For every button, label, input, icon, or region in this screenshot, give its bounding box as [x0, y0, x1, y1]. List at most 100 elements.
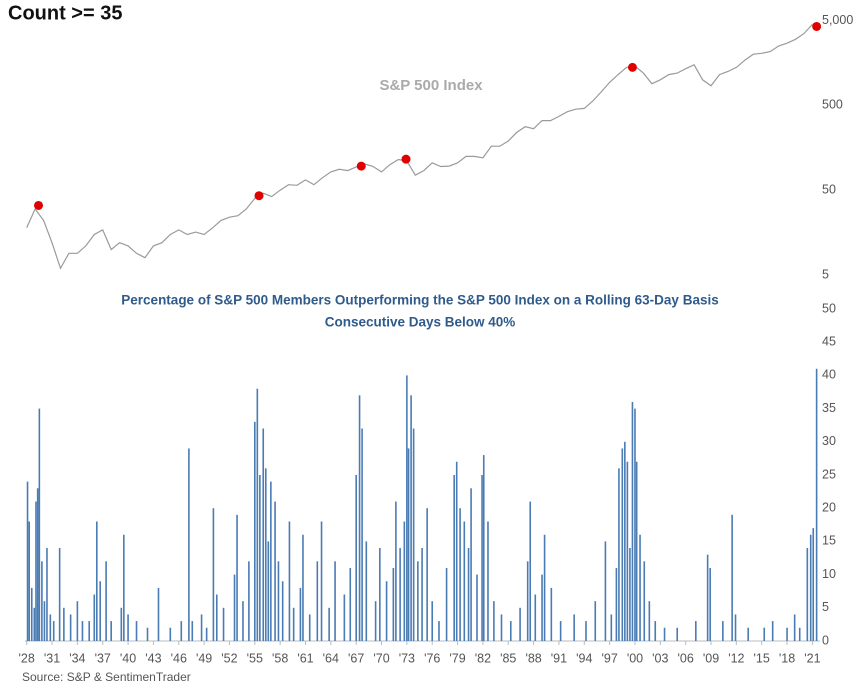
bar	[30, 587, 33, 641]
bar	[308, 614, 311, 641]
bar	[747, 627, 749, 641]
series-annotation: S&P 500 Index	[379, 77, 483, 94]
bar	[63, 607, 65, 641]
bar	[543, 534, 546, 641]
x-tick-label: '28	[19, 651, 35, 665]
bar	[334, 561, 336, 641]
bar	[734, 614, 737, 641]
bar	[264, 468, 267, 641]
bar	[96, 521, 98, 641]
bar	[93, 594, 96, 641]
x-tick-label: '40	[120, 651, 136, 665]
bar	[519, 607, 521, 641]
highlight-dot	[34, 200, 44, 210]
bar	[267, 541, 270, 641]
y-tick-label: 5	[822, 600, 829, 614]
bar	[205, 627, 208, 641]
x-tick-label: '15	[754, 651, 770, 665]
bar	[236, 514, 238, 641]
chart-title: Percentage of S&P 500 Members Outperform…	[121, 293, 718, 308]
bar	[412, 428, 415, 641]
bar	[120, 607, 123, 641]
bar	[467, 548, 470, 641]
y-tick-label: 45	[822, 334, 836, 348]
bar	[585, 621, 587, 641]
bar	[793, 614, 796, 641]
bar	[46, 548, 48, 641]
x-tick-label: '79	[449, 651, 465, 665]
bar	[676, 627, 679, 641]
x-tick-label: '58	[272, 651, 288, 665]
bar	[36, 488, 39, 641]
bar	[33, 607, 36, 641]
bar	[709, 567, 711, 641]
bar	[58, 548, 61, 641]
bar	[385, 581, 388, 641]
bar	[470, 488, 472, 641]
x-tick-label: '88	[525, 651, 541, 665]
y-tick-label: 5	[822, 267, 829, 281]
bar	[635, 461, 638, 641]
bar	[463, 521, 466, 641]
bar	[365, 541, 368, 641]
bar	[26, 481, 29, 641]
bar	[615, 567, 618, 641]
chart-subtitle: Consecutive Days Below 40%	[325, 315, 516, 330]
bar	[49, 614, 52, 641]
bar	[69, 614, 72, 641]
bar	[573, 614, 575, 641]
y-tick-label: 0	[822, 633, 829, 647]
bar	[88, 621, 91, 641]
bar	[38, 408, 41, 641]
bar	[256, 388, 259, 641]
x-tick-label: '03	[652, 651, 668, 665]
bar	[509, 621, 512, 641]
highlight-dot	[254, 191, 264, 201]
bar	[438, 621, 440, 641]
bar	[639, 534, 641, 641]
bar	[541, 574, 543, 641]
x-tick-label: '67	[348, 651, 364, 665]
bar	[299, 587, 302, 641]
bar	[771, 621, 774, 641]
bar	[534, 594, 537, 641]
bar	[426, 508, 428, 641]
bar	[358, 395, 361, 641]
bar	[626, 461, 629, 641]
bar	[262, 428, 265, 641]
bar	[374, 601, 377, 641]
y-tick-label: 20	[822, 500, 836, 514]
bar	[399, 548, 401, 641]
bar	[763, 627, 766, 641]
y-tick-label: 25	[822, 467, 836, 481]
y-tick-label: 5,000	[822, 13, 853, 27]
x-tick-label: '85	[500, 651, 516, 665]
bar	[815, 368, 818, 641]
x-tick-label: '76	[424, 651, 440, 665]
index-line	[26, 23, 813, 270]
bar	[212, 508, 215, 641]
bar	[320, 521, 323, 641]
bar	[431, 601, 434, 641]
x-tick-label: '82	[475, 651, 491, 665]
bar	[157, 587, 160, 641]
bar	[806, 548, 809, 641]
bar	[379, 548, 381, 641]
bar	[481, 475, 483, 641]
bar	[731, 514, 733, 641]
x-tick-label: '61	[297, 651, 313, 665]
bar	[594, 601, 597, 641]
bar	[180, 621, 183, 641]
x-tick-label: '43	[145, 651, 161, 665]
x-tick-label: '94	[576, 651, 592, 665]
x-tick-label: '91	[551, 651, 567, 665]
bar	[445, 567, 448, 641]
bar	[604, 541, 607, 641]
bar	[361, 428, 363, 641]
x-tick-label: '06	[678, 651, 694, 665]
y-tick-label: 500	[822, 98, 843, 112]
bar	[809, 534, 812, 641]
bar	[559, 621, 562, 641]
y-tick-label: 50	[822, 182, 836, 196]
bar	[392, 567, 395, 641]
